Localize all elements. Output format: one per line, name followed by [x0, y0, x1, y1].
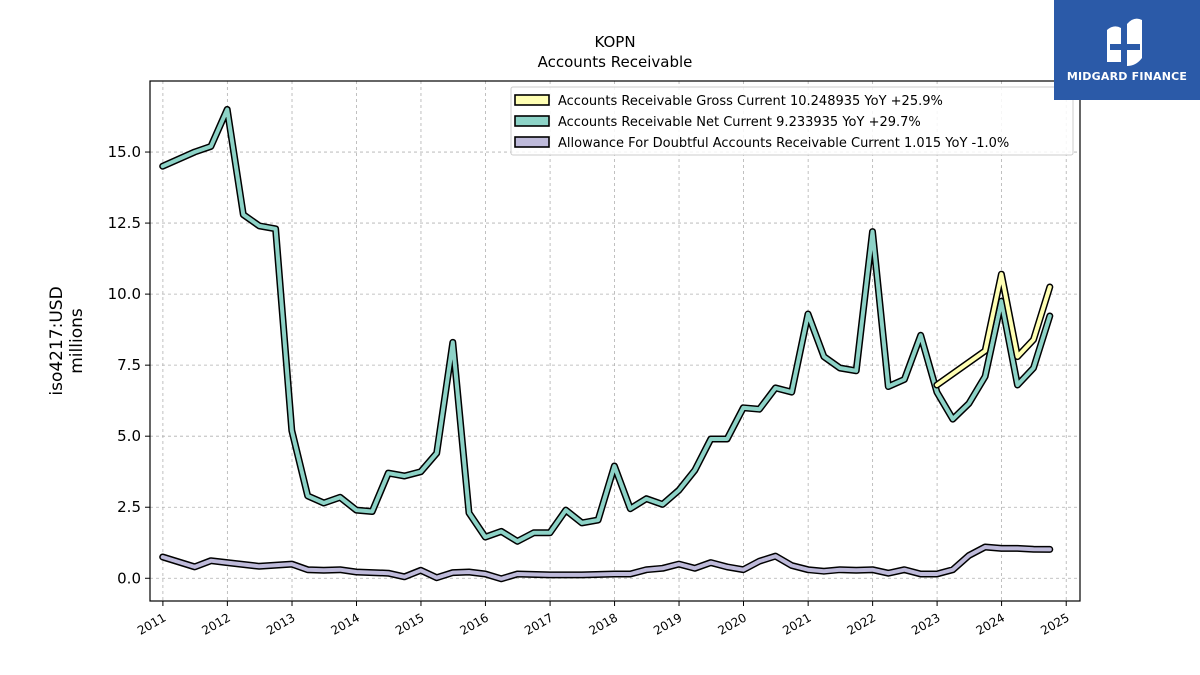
y-axis: 0.0 2.5 5.0 7.5 10.0 12.5 15.0 [108, 143, 150, 587]
legend-label: Allowance For Doubtful Accounts Receivab… [558, 136, 1009, 151]
y-tick-label: 7.5 [117, 356, 141, 374]
series-outline-accounts-receivable-net-current [159, 105, 1054, 545]
x-axis: 2011 2012 2013 2014 2015 2016 2017 2018 2019 2020… [135, 601, 1072, 638]
y-tick-label: 2.5 [117, 498, 141, 516]
series-line-allowance-for-doubtful-accounts-receivable-current [160, 545, 1052, 581]
y-tick-label: 0.0 [117, 569, 141, 587]
legend-label: Accounts Receivable Gross Current 10.248… [558, 94, 943, 109]
y-tick-label: 15.0 [108, 143, 141, 161]
legend-swatch [514, 136, 550, 148]
x-tick-label: 2013 [264, 610, 297, 637]
x-tick-label: 2024 [974, 610, 1007, 637]
x-tick-label: 2023 [909, 610, 942, 637]
y-tick-label: 10.0 [108, 285, 141, 303]
legend-swatch [514, 115, 550, 127]
chart-subtitle: Accounts Receivable [538, 53, 693, 71]
legend-label: Accounts Receivable Net Current 9.233935… [558, 115, 921, 130]
brand-logo-icon [1107, 18, 1142, 67]
x-tick-label: 2018 [587, 610, 620, 637]
x-tick-label: 2022 [845, 610, 878, 637]
series-lines [159, 105, 1054, 583]
brand-logo-text: MIDGARD FINANCE [1066, 70, 1188, 83]
series-line-accounts-receivable-gross-current [934, 272, 1052, 387]
plot-frame [149, 80, 1081, 602]
x-tick-label: 2017 [522, 610, 555, 637]
x-tick-label: 2016 [457, 610, 490, 637]
chart-title: KOPN [594, 33, 635, 51]
y-axis-label-units: millions [67, 308, 87, 374]
x-tick-label: 2014 [329, 610, 362, 637]
y-tick-label: 5.0 [117, 427, 141, 445]
series-line-accounts-receivable-net-current [160, 107, 1052, 544]
legend-swatch [514, 94, 550, 106]
x-tick-label: 2021 [780, 610, 813, 637]
legend-box [510, 86, 1074, 156]
x-tick-label: 2019 [651, 610, 684, 637]
x-tick-label: 2025 [1038, 610, 1071, 637]
y-axis-label: iso4217:USD [47, 286, 67, 395]
x-tick-label: 2012 [199, 610, 232, 637]
grid [150, 81, 1080, 601]
x-tick-label: 2020 [716, 610, 749, 637]
x-tick-label: 2015 [393, 610, 426, 637]
brand-logo: MIDGARD FINANCE [1054, 0, 1200, 100]
legend: Accounts Receivable Gross Current 10.248… [510, 86, 1074, 156]
x-tick-label: 2011 [135, 610, 168, 637]
y-tick-label: 12.5 [108, 214, 141, 232]
